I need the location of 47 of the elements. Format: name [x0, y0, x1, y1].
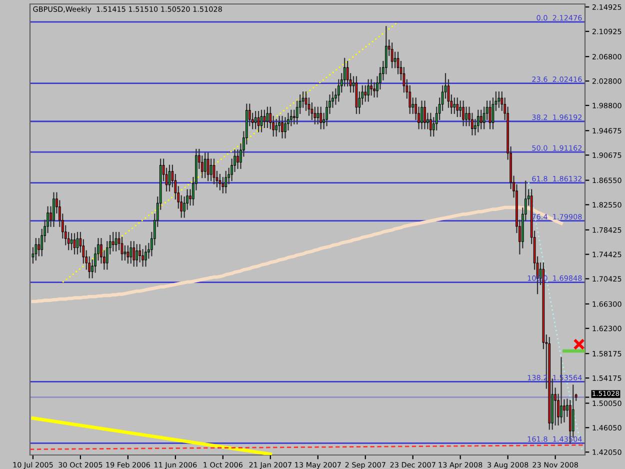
candlestick [130, 241, 132, 264]
candlestick [430, 112, 432, 137]
candlestick [394, 52, 396, 68]
candlestick [498, 91, 500, 108]
candlestick [70, 233, 73, 250]
candlestick [314, 106, 316, 124]
candlestick [222, 176, 224, 194]
candlestick [554, 388, 556, 426]
candlestick [370, 79, 372, 96]
candlestick [266, 106, 269, 128]
candlestick [292, 110, 296, 124]
candlestick [34, 238, 38, 261]
candlestick [254, 111, 257, 130]
candlestick [132, 241, 136, 267]
candlestick [453, 98, 456, 114]
candlestick [52, 192, 55, 227]
candlestick [281, 116, 284, 138]
candlestick [275, 118, 278, 137]
candlestick [480, 110, 482, 130]
candlestick [316, 106, 320, 124]
candlestick [112, 232, 114, 252]
candlestick [144, 245, 147, 267]
candlestick [126, 245, 130, 264]
candlestick [420, 100, 423, 130]
candlestick [367, 79, 370, 102]
candlestick [364, 85, 367, 102]
candlestick [456, 98, 459, 117]
candlestick [424, 100, 426, 130]
candlestick [320, 106, 322, 130]
candlestick [476, 110, 480, 132]
candlestick [290, 110, 292, 126]
candlestick [124, 245, 126, 261]
candlestick [210, 158, 212, 182]
candlestick [136, 244, 138, 267]
candlestick [218, 174, 222, 190]
candlestick [284, 117, 286, 138]
candlestick [206, 152, 210, 182]
candlestick [462, 100, 464, 126]
candlestick [263, 110, 266, 128]
candlestick [138, 244, 141, 262]
candlestick [459, 100, 462, 117]
candlestick [204, 152, 206, 178]
candlestick [572, 384, 574, 438]
candlestick [38, 238, 40, 256]
candlestick [390, 42, 394, 68]
candlestick [114, 232, 118, 252]
candlestick [224, 170, 228, 194]
